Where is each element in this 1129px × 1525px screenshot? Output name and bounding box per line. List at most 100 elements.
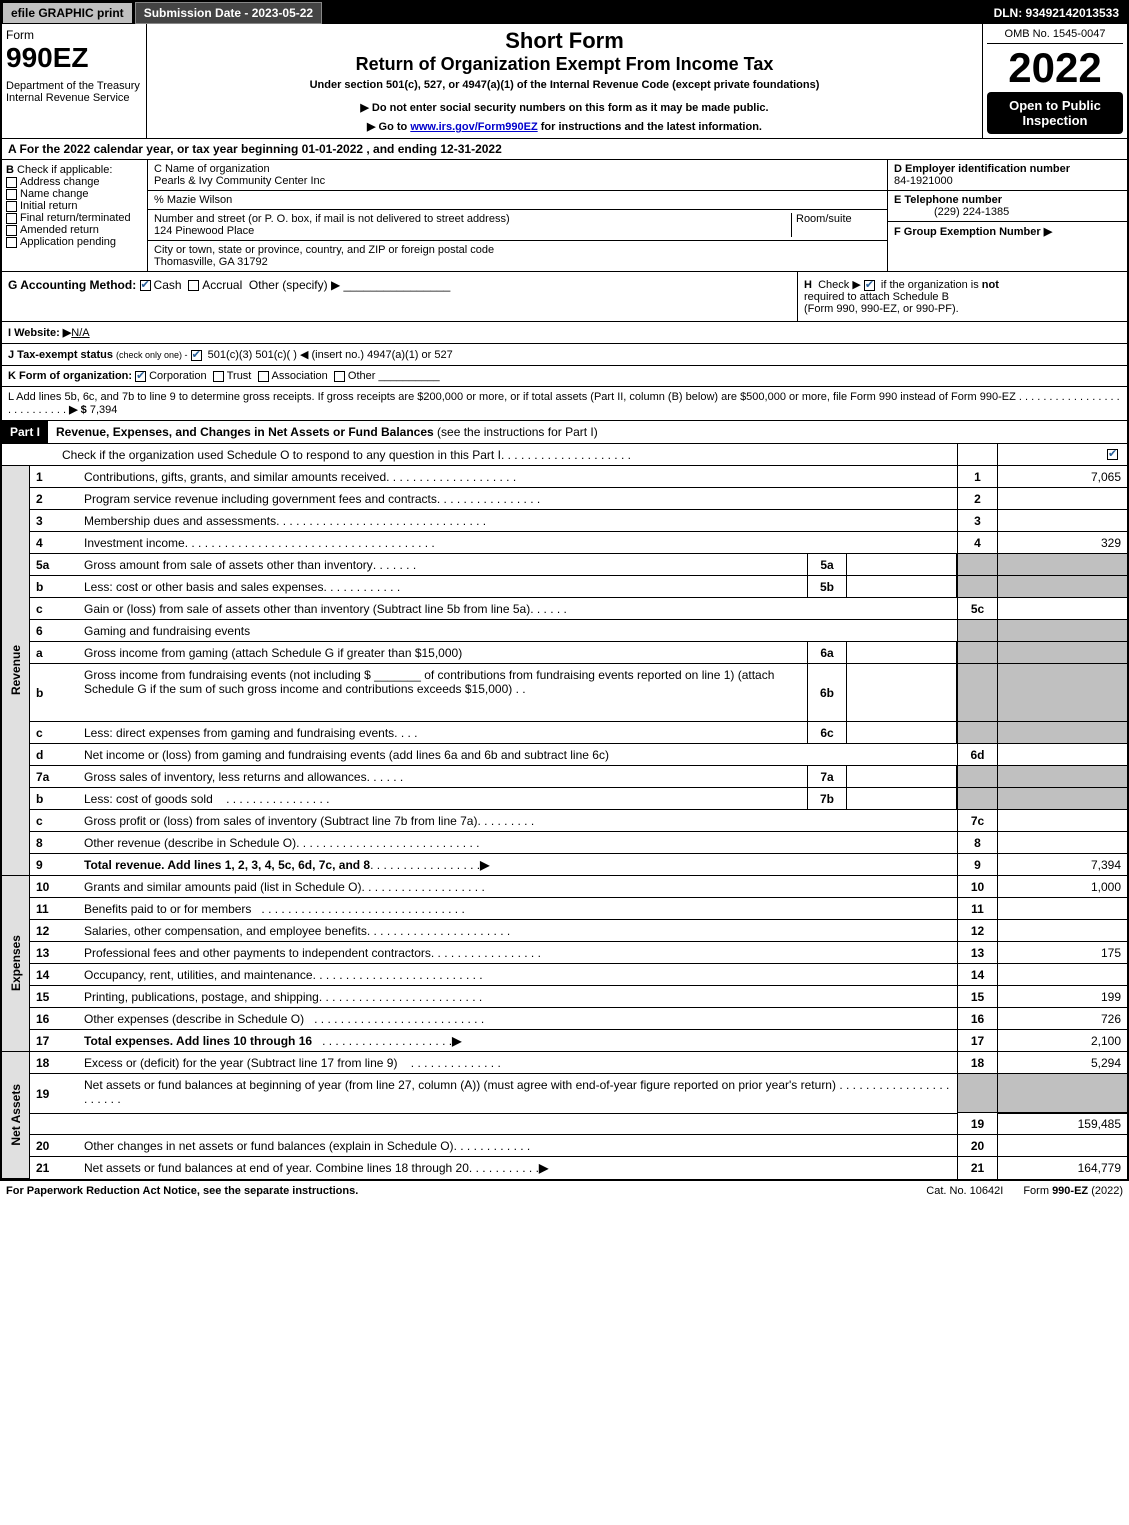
form-number: 990EZ — [6, 42, 142, 74]
short-form-title: Short Form — [151, 28, 978, 54]
f-label: F Group Exemption Number — [894, 226, 1041, 238]
final-return-checkbox[interactable] — [6, 213, 17, 224]
initial-return-checkbox[interactable] — [6, 201, 17, 212]
line-20-value — [997, 1135, 1127, 1156]
care-of: % Mazie Wilson — [154, 194, 232, 206]
line-11-value — [997, 898, 1127, 919]
name-change-checkbox[interactable] — [6, 189, 17, 200]
bcd-row: B Check if applicable: Address change Na… — [2, 160, 1127, 272]
netassets-block: Net Assets 18Excess or (deficit) for the… — [2, 1052, 1127, 1179]
netassets-side-label: Net Assets — [9, 1084, 23, 1146]
line-7a-value — [847, 766, 957, 787]
part1-header: Part I Revenue, Expenses, and Changes in… — [2, 421, 1127, 444]
section-h: H Check ▶ if the organization is not req… — [797, 272, 1127, 321]
line-14-value — [997, 964, 1127, 985]
gross-receipts-value: 7,394 — [90, 404, 118, 416]
form-label: Form — [6, 28, 142, 42]
line-19-value: 159,485 — [997, 1113, 1127, 1134]
line-5c-value — [997, 598, 1127, 619]
line-8-value — [997, 832, 1127, 853]
form-page: efile GRAPHIC print Submission Date - 20… — [0, 0, 1129, 1181]
line-5b-value — [847, 576, 957, 597]
main-title: Return of Organization Exempt From Incom… — [151, 54, 978, 75]
footer-left: For Paperwork Reduction Act Notice, see … — [6, 1185, 906, 1197]
expenses-side-label: Expenses — [9, 935, 23, 991]
line-1-value: 7,065 — [997, 466, 1127, 487]
line-13-value: 175 — [997, 942, 1127, 963]
city-label: City or town, state or province, country… — [154, 244, 494, 256]
addr-label: Number and street (or P. O. box, if mail… — [154, 213, 510, 225]
line-6d-value — [997, 744, 1127, 765]
e-label: E Telephone number — [894, 194, 1002, 206]
section-a: A For the 2022 calendar year, or tax yea… — [2, 139, 1127, 160]
header-right: OMB No. 1545-0047 2022 Open to Public In… — [982, 24, 1127, 138]
efile-print-button[interactable]: efile GRAPHIC print — [2, 2, 133, 24]
tax-year: 2022 — [987, 44, 1123, 92]
submission-date: Submission Date - 2023-05-22 — [135, 2, 322, 24]
revenue-block: Revenue 1Contributions, gifts, grants, a… — [2, 466, 1127, 876]
assoc-checkbox[interactable] — [258, 371, 269, 382]
app-pending-checkbox[interactable] — [6, 237, 17, 248]
irs-link[interactable]: www.irs.gov/Form990EZ — [410, 121, 537, 133]
page-footer: For Paperwork Reduction Act Notice, see … — [0, 1181, 1129, 1201]
street-address: 124 Pinewood Place — [154, 225, 254, 237]
omb-number: OMB No. 1545-0047 — [987, 28, 1123, 44]
under-section: Under section 501(c), 527, or 4947(a)(1)… — [151, 79, 978, 91]
line-21-value: 164,779 — [997, 1157, 1127, 1179]
goto-note: ▶ Go to www.irs.gov/Form990EZ for instru… — [151, 120, 978, 133]
open-public-box: Open to Public Inspection — [987, 92, 1123, 134]
line-7c-value — [997, 810, 1127, 831]
schedule-o-checkbox[interactable] — [1107, 449, 1118, 460]
website-value: N/A — [71, 327, 89, 339]
accrual-checkbox[interactable] — [188, 280, 199, 291]
line-9-value: 7,394 — [997, 854, 1127, 875]
org-name: Pearls & Ivy Community Center Inc — [154, 175, 325, 187]
line-16-value: 726 — [997, 1008, 1127, 1029]
amended-return-checkbox[interactable] — [6, 225, 17, 236]
trust-checkbox[interactable] — [213, 371, 224, 382]
section-j: J Tax-exempt status (check only one) - 5… — [2, 344, 1127, 366]
h-checkbox[interactable] — [864, 280, 875, 291]
line-15-value: 199 — [997, 986, 1127, 1007]
irs-label: Internal Revenue Service — [6, 92, 142, 104]
city-value: Thomasville, GA 31792 — [154, 256, 268, 268]
c-name-label: C Name of organization — [154, 163, 270, 175]
cash-checkbox[interactable] — [140, 280, 151, 291]
section-k: K Form of organization: Corporation Trus… — [2, 366, 1127, 387]
501c3-checkbox[interactable] — [191, 350, 202, 361]
dln: DLN: 93492142013533 — [986, 3, 1127, 23]
d-label: D Employer identification number — [894, 163, 1070, 175]
section-def: D Employer identification number 84-1921… — [887, 160, 1127, 271]
corp-checkbox[interactable] — [135, 371, 146, 382]
section-g: G Accounting Method: Cash Accrual Other … — [2, 272, 797, 321]
header-left: Form 990EZ Department of the Treasury In… — [2, 24, 147, 138]
line-6b-value — [847, 664, 957, 721]
part1-badge: Part I — [2, 421, 48, 443]
g-h-row: G Accounting Method: Cash Accrual Other … — [2, 272, 1127, 322]
header-center: Short Form Return of Organization Exempt… — [147, 24, 982, 138]
revenue-side-label: Revenue — [9, 645, 23, 695]
section-b: B Check if applicable: Address change Na… — [2, 160, 147, 271]
header-row: Form 990EZ Department of the Treasury In… — [2, 24, 1127, 139]
footer-catno: Cat. No. 10642I — [906, 1185, 1023, 1197]
section-c: C Name of organization Pearls & Ivy Comm… — [147, 160, 887, 271]
line-10-value: 1,000 — [997, 876, 1127, 897]
line-2-value — [997, 488, 1127, 509]
do-not-note: ▶ Do not enter social security numbers o… — [151, 101, 978, 114]
room-label: Room/suite — [796, 213, 852, 225]
section-i: I Website: ▶N/A — [2, 322, 1127, 344]
ein-value: 84-1921000 — [894, 175, 953, 187]
line-5a-value — [847, 554, 957, 575]
line-7b-value — [847, 788, 957, 809]
part1-check-row: Check if the organization used Schedule … — [2, 444, 1127, 466]
footer-right: Form 990-EZ (2022) — [1023, 1185, 1123, 1197]
addr-change-checkbox[interactable] — [6, 177, 17, 188]
section-l: L Add lines 5b, 6c, and 7b to line 9 to … — [2, 387, 1127, 421]
expenses-block: Expenses 10Grants and similar amounts pa… — [2, 876, 1127, 1052]
line-3-value — [997, 510, 1127, 531]
other-org-checkbox[interactable] — [334, 371, 345, 382]
line-12-value — [997, 920, 1127, 941]
line-6a-value — [847, 642, 957, 663]
f-arrow: ▶ — [1044, 226, 1052, 238]
dept-label: Department of the Treasury — [6, 80, 142, 92]
